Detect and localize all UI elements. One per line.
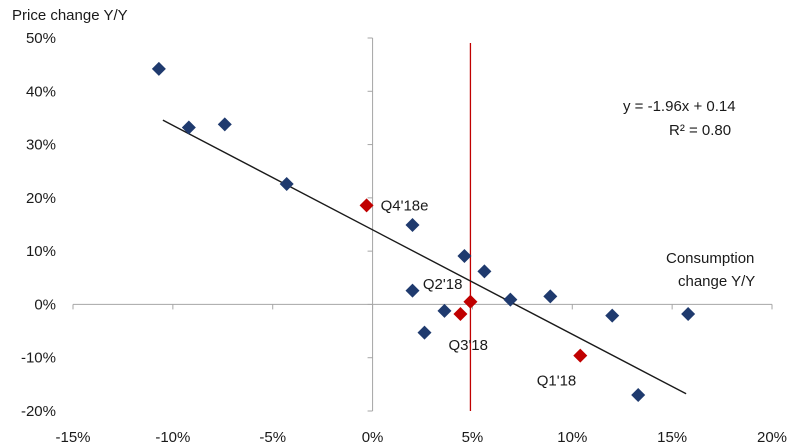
x-tick-label: -10% [155, 429, 190, 446]
data-point [503, 292, 518, 307]
data-point [681, 307, 696, 322]
data-point [151, 61, 166, 76]
y-tick-labels: -20% -10% 0% 10% 20% 30% 40% 50% [21, 30, 56, 420]
data-point [631, 388, 646, 403]
y-tick-label: 10% [26, 243, 56, 260]
data-point [217, 117, 232, 132]
y-tick-label: -10% [21, 350, 56, 367]
axes [72, 37, 773, 412]
data-point [279, 177, 294, 192]
y-tick-label: 50% [26, 30, 56, 47]
point-label: Q4'18e [381, 197, 429, 214]
point-label: Q1'18 [537, 373, 577, 390]
data-point [457, 248, 472, 263]
y-tick-label: 20% [26, 190, 56, 207]
highlighted-data-point [463, 294, 478, 309]
data-point [405, 218, 420, 233]
y-tick-label: 40% [26, 83, 56, 100]
x-axis-label-line1: Consumption [666, 250, 754, 267]
x-tick-label: -5% [259, 429, 286, 446]
x-tick-label: 5% [462, 429, 484, 446]
y-axis-label: Price change Y/Y [12, 7, 128, 24]
data-point [437, 303, 452, 318]
data-point [181, 120, 196, 135]
x-tick-label: 10% [557, 429, 587, 446]
point-labels: Q4'18e Q2'18 Q3'18 Q1'18 [381, 197, 577, 389]
highlighted-data-point [453, 307, 468, 322]
y-tick-label: 30% [26, 137, 56, 154]
y-tick-label: -20% [21, 403, 56, 420]
data-points [151, 61, 696, 403]
data-point [405, 283, 420, 298]
x-tick-labels: -15% -10% -5% 0% 5% 10% 15% 20% [55, 429, 787, 446]
x-tick-label: -15% [55, 429, 90, 446]
r-squared: R² = 0.80 [669, 122, 731, 139]
point-label: Q2'18 [423, 276, 463, 293]
data-point [543, 289, 558, 304]
regression-equation: y = -1.96x + 0.14 [623, 98, 736, 115]
point-label: Q3'18 [448, 337, 488, 354]
highlighted-data-point [573, 348, 588, 363]
data-point [477, 264, 492, 279]
highlighted-data-point [359, 198, 374, 213]
x-tick-label: 0% [362, 429, 384, 446]
x-tick-label: 20% [757, 429, 787, 446]
data-point [605, 308, 620, 323]
x-axis-label-line2: change Y/Y [678, 273, 755, 290]
y-tick-label: 0% [34, 296, 56, 313]
x-tick-label: 15% [657, 429, 687, 446]
trend-line [162, 119, 687, 395]
data-point [417, 325, 432, 340]
